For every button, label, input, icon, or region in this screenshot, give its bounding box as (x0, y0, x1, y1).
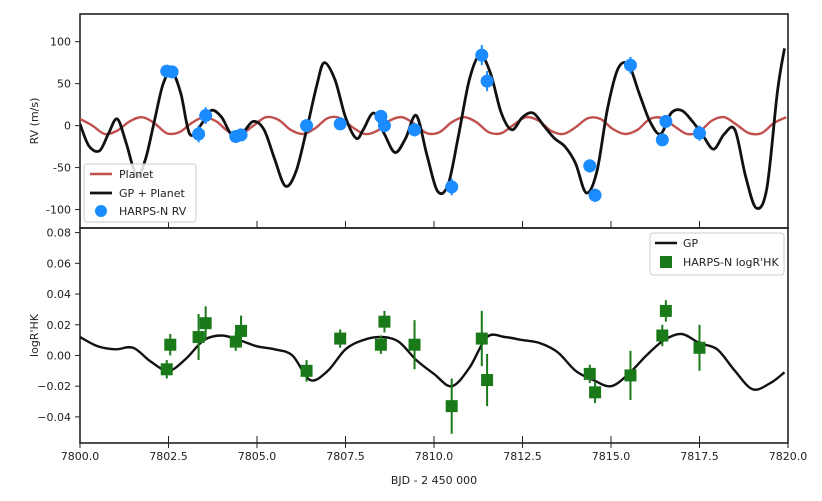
legend-label: HARPS-N logR'HK (683, 256, 779, 269)
y-tick-label: −0.02 (37, 380, 71, 393)
y-tick-label: 0.08 (47, 227, 72, 240)
legend-activity-swatch (660, 256, 672, 268)
y-tick-label: 100 (50, 36, 71, 49)
rv-point (300, 119, 314, 133)
activity-point (378, 315, 391, 328)
x-tick-label: 7807.5 (326, 450, 365, 463)
rv-point (583, 159, 597, 173)
rv-point (377, 119, 391, 133)
activity-legend: GP HARPS-N logR'HK (649, 232, 785, 276)
rv-point (408, 123, 422, 137)
y-tick-label: 0.04 (47, 288, 72, 301)
rv-point (623, 58, 637, 72)
activity-point (475, 332, 488, 345)
y-tick-label: -100 (46, 204, 71, 217)
y-axis-label: logR'HK (28, 313, 41, 357)
legend-label: GP (683, 237, 699, 250)
x-tick-label: 7802.5 (149, 450, 188, 463)
y-tick-label: 0.06 (47, 257, 72, 270)
rv-point (199, 109, 213, 123)
activity-panel: 0.08 0.06 0.04 0.02 0.00 −0.02 −0.04 7800.0 7802… (28, 227, 807, 487)
activity-point (408, 338, 421, 351)
rv-point (333, 117, 347, 131)
rv-point (475, 48, 489, 62)
activity-point (199, 317, 212, 330)
rv-point (165, 65, 179, 79)
legend-label: GP + Planet (119, 187, 186, 200)
legend-label: HARPS-N RV (119, 205, 187, 218)
activity-point (192, 331, 205, 344)
y-tick-label: 0.02 (47, 319, 72, 332)
rv-point (445, 180, 459, 194)
y-tick-label: −0.04 (37, 411, 71, 424)
rv-point (192, 127, 206, 141)
y-tick-label: -50 (53, 162, 71, 175)
y-axis-label: RV (m/s) (28, 98, 41, 145)
legend-rv-swatch (95, 205, 107, 217)
activity-point (583, 367, 596, 380)
activity-point (693, 341, 706, 354)
y-tick-label: 0.00 (47, 349, 72, 362)
rv-point (234, 128, 248, 142)
legend-label: Planet (119, 168, 154, 181)
activity-point (624, 369, 637, 382)
y-tick-label: 0 (64, 120, 71, 133)
x-axis-label: BJD - 2 450 000 (391, 474, 477, 487)
activity-point (164, 338, 177, 351)
activity-point (589, 386, 602, 399)
legend-box (83, 163, 197, 223)
rv-point (659, 114, 673, 128)
rv-point (655, 133, 669, 147)
activity-point (374, 338, 387, 351)
x-tick-label: 7815.0 (592, 450, 631, 463)
activity-point (235, 324, 248, 337)
rv-point (588, 188, 602, 202)
rv-legend: Planet GP + Planet HARPS-N RV (83, 163, 197, 223)
x-tick-label: 7812.5 (503, 450, 542, 463)
activity-point (229, 335, 242, 348)
activity-point (481, 374, 494, 387)
x-tick-label: 7820.0 (769, 450, 808, 463)
gp-line (80, 332, 786, 391)
y-tick-label: 50 (57, 78, 71, 91)
rv-point (480, 74, 494, 88)
activity-point (656, 329, 669, 342)
activity-point (160, 363, 173, 376)
activity-point (659, 304, 672, 317)
rv-point (693, 126, 706, 140)
x-tick-label: 7805.0 (238, 450, 277, 463)
activity-point (445, 400, 458, 413)
x-tick-label: 7800.0 (61, 450, 100, 463)
activity-point (334, 332, 347, 345)
rv-data-layer (80, 45, 787, 210)
activity-point (300, 364, 313, 377)
x-tick-label: 7817.5 (680, 450, 719, 463)
x-tick-label: 7810.0 (415, 450, 454, 463)
activity-data-layer (80, 300, 786, 434)
legend-box (649, 232, 785, 276)
